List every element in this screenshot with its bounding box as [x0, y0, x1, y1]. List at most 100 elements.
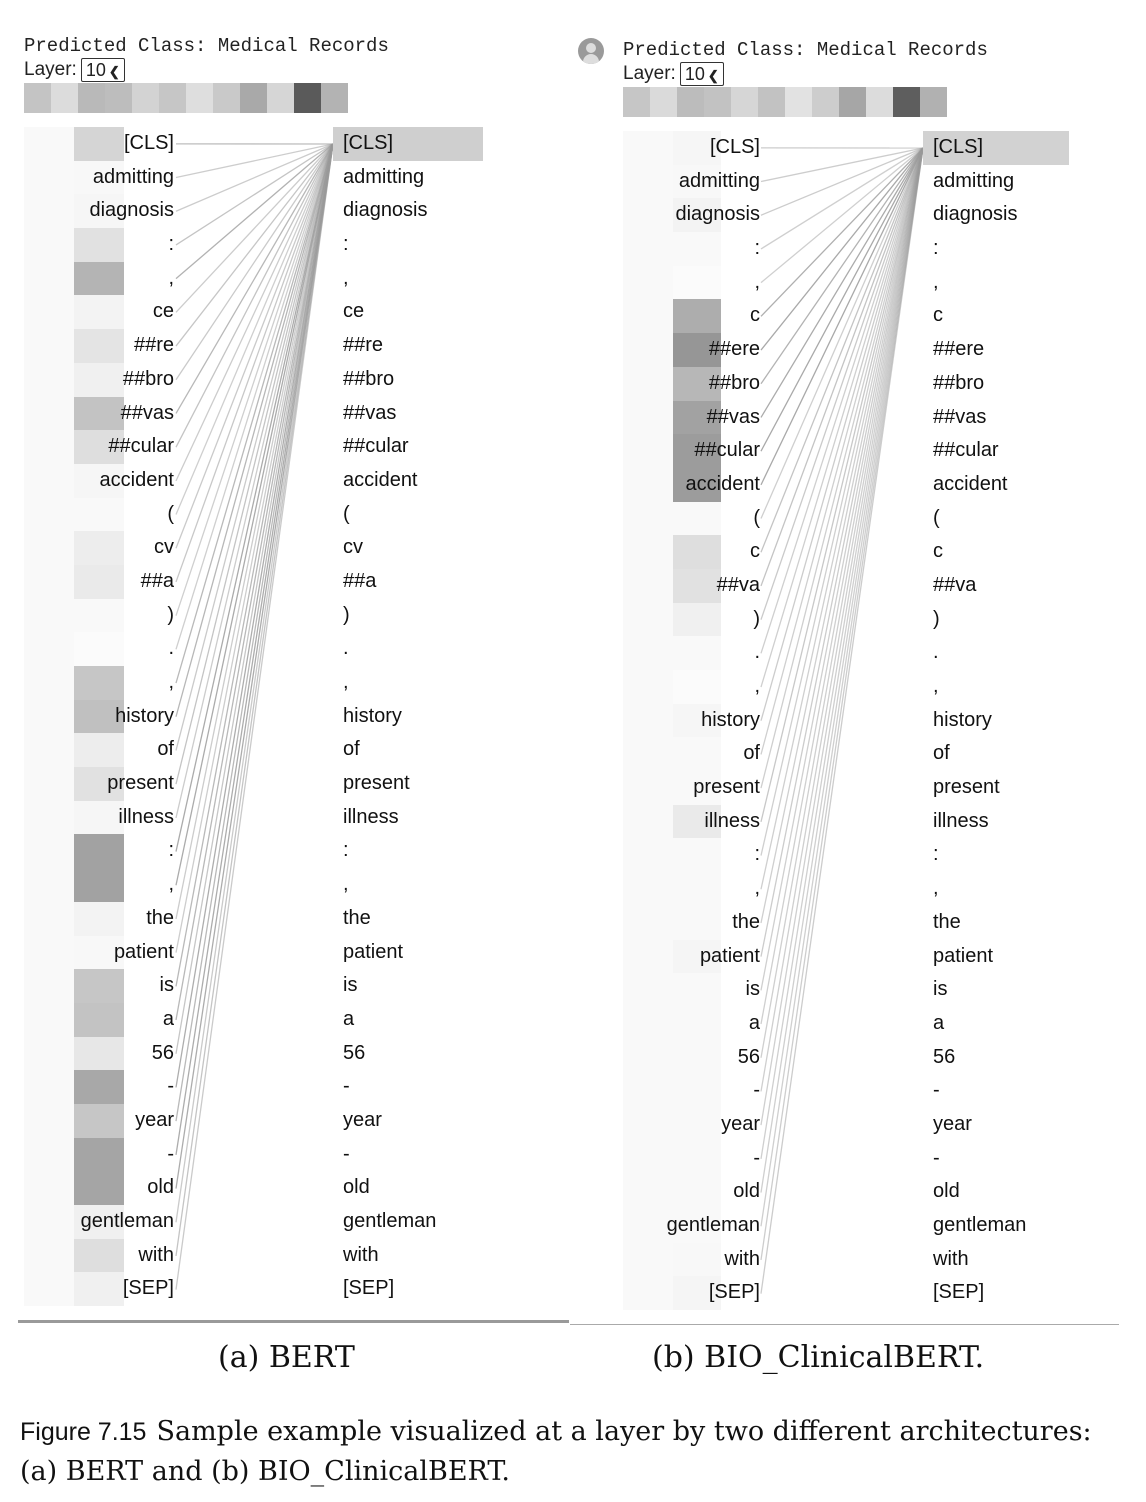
left-token[interactable]: history — [623, 703, 760, 738]
right-token[interactable]: ##cular — [923, 434, 1069, 468]
attention-head-12[interactable] — [321, 83, 348, 113]
attention-head-2[interactable] — [650, 87, 677, 117]
right-token[interactable]: old — [923, 1175, 1069, 1209]
left-token[interactable]: of — [24, 733, 174, 768]
right-token[interactable]: - — [923, 1142, 1069, 1176]
right-token[interactable]: ##ere — [923, 333, 1069, 367]
right-token[interactable]: 56 — [333, 1037, 483, 1071]
right-token[interactable]: c — [923, 535, 1069, 569]
left-token[interactable]: [CLS] — [24, 127, 174, 161]
right-token[interactable]: the — [333, 902, 483, 936]
right-token[interactable]: with — [923, 1243, 1069, 1277]
left-token[interactable]: old — [24, 1171, 174, 1205]
attention-head-8[interactable] — [213, 83, 240, 113]
attention-head-7[interactable] — [186, 83, 213, 113]
right-token[interactable]: old — [333, 1171, 483, 1205]
right-token[interactable]: admitting — [333, 161, 483, 195]
right-token[interactable]: , — [333, 868, 483, 902]
attention-head-selector[interactable] — [24, 83, 348, 113]
left-token[interactable]: ##vas — [24, 396, 174, 431]
left-token[interactable]: gentleman — [623, 1209, 760, 1243]
right-token[interactable]: . — [333, 632, 483, 666]
right-token[interactable]: ) — [333, 599, 483, 633]
right-token[interactable]: [CLS] — [923, 131, 1069, 165]
right-token[interactable]: with — [333, 1239, 483, 1273]
left-token[interactable]: : — [623, 232, 760, 266]
left-token[interactable]: [SEP] — [24, 1272, 174, 1307]
left-token[interactable]: . — [24, 632, 174, 666]
right-token[interactable]: of — [333, 733, 483, 767]
left-token[interactable]: , — [623, 670, 760, 704]
right-token[interactable]: ( — [333, 498, 483, 532]
left-token[interactable]: history — [24, 699, 174, 734]
right-token[interactable]: , — [923, 266, 1069, 300]
attention-head-5[interactable] — [731, 87, 758, 117]
left-token[interactable]: illness — [623, 804, 760, 839]
right-token[interactable]: ##cular — [333, 430, 483, 464]
right-token[interactable]: ##vas — [333, 397, 483, 431]
left-token[interactable]: present — [24, 767, 174, 801]
attention-head-3[interactable] — [78, 83, 105, 113]
right-token[interactable]: , — [333, 666, 483, 700]
layer-select[interactable]: 10 ❮ — [80, 58, 125, 82]
left-token[interactable]: diagnosis — [24, 194, 174, 229]
right-token[interactable]: the — [923, 906, 1069, 940]
left-token[interactable]: [CLS] — [623, 131, 760, 165]
left-token[interactable]: old — [623, 1175, 760, 1209]
right-token[interactable]: patient — [333, 936, 483, 970]
left-token[interactable]: : — [24, 228, 174, 262]
right-token[interactable]: patient — [923, 940, 1069, 974]
right-token[interactable]: diagnosis — [923, 198, 1069, 232]
attention-head-4[interactable] — [704, 87, 731, 117]
right-token[interactable]: ##bro — [923, 367, 1069, 401]
left-token[interactable]: illness — [24, 800, 174, 835]
left-token[interactable]: , — [24, 868, 174, 902]
right-token[interactable]: of — [923, 737, 1069, 771]
right-token[interactable]: year — [333, 1104, 483, 1138]
right-token[interactable]: [SEP] — [333, 1272, 483, 1306]
left-token[interactable]: ( — [24, 497, 174, 532]
left-token[interactable]: cv — [24, 531, 174, 565]
right-token[interactable]: present — [333, 767, 483, 801]
left-token[interactable]: : — [24, 834, 174, 869]
right-token[interactable]: ##re — [333, 329, 483, 363]
attention-head-8[interactable] — [812, 87, 839, 117]
right-token[interactable]: , — [333, 262, 483, 296]
attention-head-9[interactable] — [839, 87, 866, 117]
right-token[interactable]: ( — [923, 502, 1069, 536]
right-token[interactable]: c — [923, 299, 1069, 333]
attention-head-6[interactable] — [758, 87, 785, 117]
right-token[interactable]: year — [923, 1108, 1069, 1142]
right-token[interactable]: [SEP] — [923, 1276, 1069, 1310]
layer-select[interactable]: 10 ❮ — [679, 62, 724, 86]
left-token[interactable]: admitting — [623, 164, 760, 199]
left-token[interactable]: accident — [623, 467, 760, 502]
left-token[interactable]: , — [623, 265, 760, 300]
left-token[interactable]: ##bro — [24, 362, 174, 397]
left-token[interactable]: patient — [623, 939, 760, 974]
left-token[interactable]: year — [24, 1103, 174, 1138]
left-token[interactable]: c — [623, 535, 760, 569]
left-token[interactable]: ##re — [24, 329, 174, 363]
right-token[interactable]: [CLS] — [333, 127, 483, 161]
left-token[interactable]: is — [623, 973, 760, 1007]
left-token[interactable]: gentleman — [24, 1205, 174, 1239]
left-token[interactable]: diagnosis — [623, 198, 760, 233]
left-token[interactable]: ##va — [623, 568, 760, 603]
left-token[interactable]: - — [623, 1141, 760, 1176]
right-token[interactable]: : — [333, 228, 483, 262]
left-token[interactable]: : — [623, 838, 760, 873]
right-token[interactable]: - — [923, 1074, 1069, 1108]
right-token[interactable]: ##bro — [333, 363, 483, 397]
right-token[interactable]: illness — [333, 801, 483, 835]
left-token[interactable]: of — [623, 737, 760, 772]
left-token[interactable]: a — [24, 1002, 174, 1037]
right-token[interactable]: ##vas — [923, 401, 1069, 435]
left-token[interactable]: ( — [623, 501, 760, 536]
attention-head-12[interactable] — [920, 87, 947, 117]
left-token[interactable]: - — [24, 1137, 174, 1172]
right-token[interactable]: : — [923, 838, 1069, 872]
attention-head-1[interactable] — [24, 83, 51, 113]
right-token[interactable]: ##a — [333, 565, 483, 599]
attention-head-5[interactable] — [132, 83, 159, 113]
